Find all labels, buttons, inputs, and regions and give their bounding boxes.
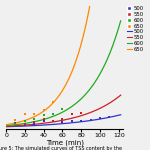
Point <box>14 123 17 125</box>
Point <box>80 120 82 122</box>
Point <box>24 120 26 123</box>
Point <box>14 123 17 125</box>
Point <box>61 120 64 123</box>
Point <box>24 124 26 126</box>
Point <box>33 118 35 120</box>
Point <box>71 120 73 122</box>
Point <box>42 118 45 120</box>
Point <box>42 109 45 112</box>
Point <box>24 113 26 116</box>
Point <box>42 113 45 116</box>
Point <box>61 118 64 121</box>
Point <box>33 122 35 125</box>
Point <box>52 101 54 103</box>
Point <box>33 113 35 115</box>
Point <box>52 120 54 122</box>
Point <box>80 112 82 115</box>
Point <box>14 122 17 124</box>
Point <box>42 120 45 122</box>
Point <box>24 123 26 126</box>
Legend: 500, 550, 600, 650, 500, 550, 600, 650: 500, 550, 600, 650, 500, 550, 600, 650 <box>125 4 146 54</box>
Text: Figure 5: The simulated curves of TSS content by the
four-parameter exponential : Figure 5: The simulated curves of TSS co… <box>0 146 122 150</box>
Point <box>89 119 92 121</box>
X-axis label: Time (min): Time (min) <box>46 139 84 146</box>
Point <box>52 120 54 122</box>
Point <box>99 117 101 119</box>
Point <box>71 113 73 115</box>
Point <box>108 116 111 118</box>
Point <box>61 108 64 111</box>
Point <box>52 113 54 115</box>
Point <box>14 119 17 121</box>
Point <box>33 121 35 123</box>
